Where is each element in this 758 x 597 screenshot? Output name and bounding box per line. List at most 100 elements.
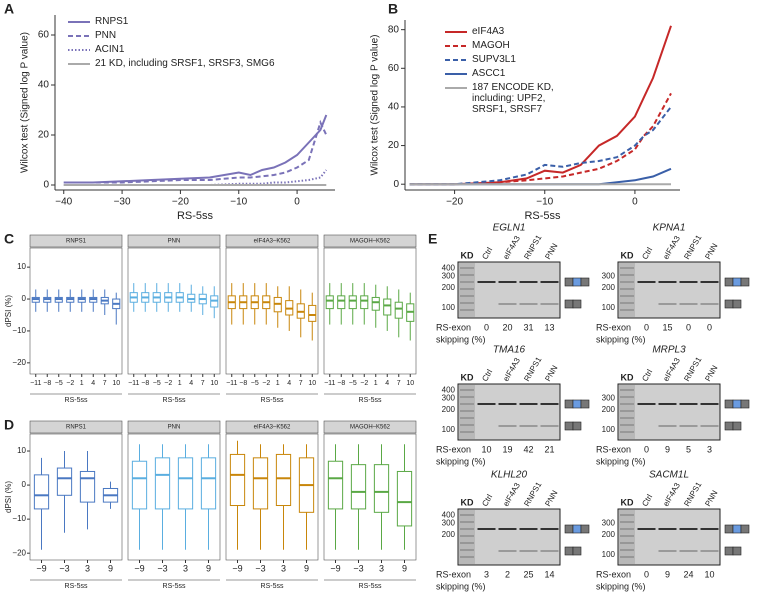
kd-label: KD xyxy=(461,250,474,260)
legend-entry: ACIN1 xyxy=(95,44,124,55)
exon-icon xyxy=(564,524,574,534)
panel-letter: E xyxy=(428,231,437,247)
x-tick-label: −5 xyxy=(153,380,161,387)
x-tick-label: 3 xyxy=(281,563,286,573)
x-tick-label: −5 xyxy=(349,380,357,387)
legend-entry: MAGOH xyxy=(472,40,510,51)
x-tick-label: 7 xyxy=(103,380,107,387)
y-tick-label: 40 xyxy=(388,102,400,113)
ladder-label: 200 xyxy=(442,283,456,292)
x-tick-label: 3 xyxy=(183,563,188,573)
x-axis-label: RS-5ss xyxy=(359,397,382,404)
skipping-value: 31 xyxy=(523,322,533,332)
exon-icon xyxy=(732,546,742,556)
facet-strip xyxy=(127,420,221,434)
exon-icon xyxy=(740,524,750,534)
x-tick-label: −20 xyxy=(446,197,463,208)
x-tick-label: 9 xyxy=(304,563,309,573)
ladder-label: 200 xyxy=(442,530,456,539)
y-axis-label: Wilcox test (Signed log P value) xyxy=(370,35,381,176)
row-label: RS-exon xyxy=(596,444,631,454)
lane-label: RNPS1 xyxy=(682,355,703,383)
facet-strip xyxy=(127,234,221,248)
x-tick-label: −11 xyxy=(30,380,41,387)
x-tick-label: 9 xyxy=(206,563,211,573)
ladder-label: 200 xyxy=(602,405,616,414)
facet-strip xyxy=(225,420,319,434)
row-label: skipping (%) xyxy=(436,581,486,591)
skipping-value: 3 xyxy=(707,444,712,454)
exon-icon xyxy=(724,421,734,431)
legend-label: 21 KD, including SRSF1, SRSF3, SMG6 xyxy=(95,58,275,69)
exon-icon xyxy=(724,299,734,309)
facet-title: eIF4A3–K562 xyxy=(254,239,291,245)
series-line xyxy=(63,114,328,184)
facet-strip xyxy=(29,420,123,434)
x-tick-label: −30 xyxy=(114,197,131,208)
legend-entry: eIF4A3 xyxy=(472,26,504,37)
skipping-value: 10 xyxy=(481,444,491,454)
lane-label: PNN xyxy=(703,489,719,508)
row-label: RS-exon xyxy=(436,444,471,454)
lane-label: PNN xyxy=(543,364,559,383)
legend-label: MAGOH xyxy=(472,40,510,51)
x-tick-label: −2 xyxy=(262,380,270,387)
skipping-value: 10 xyxy=(704,569,714,579)
y-tick-label: 40 xyxy=(38,80,50,91)
ladder-lane xyxy=(459,385,475,439)
x-tick-label: −2 xyxy=(360,380,368,387)
y-axis-label: dPSI (%) xyxy=(4,481,13,513)
legend-label: ASCC1 xyxy=(472,68,506,79)
x-tick-label: −3 xyxy=(59,563,69,573)
x-tick-label: 4 xyxy=(189,380,193,387)
exon-icon xyxy=(740,399,750,409)
kd-label: KD xyxy=(621,250,634,260)
lane-label: PNN xyxy=(543,242,559,261)
box xyxy=(154,457,171,510)
facet-title: MAGOH–K562 xyxy=(350,239,391,245)
exon-icon xyxy=(732,299,742,309)
y-axis-label: dPSI (%) xyxy=(4,295,13,327)
exon-icon xyxy=(564,299,574,309)
lane-label: eIF4A3 xyxy=(661,234,682,261)
ladder-label: 100 xyxy=(602,303,616,312)
x-tick-label: 10 xyxy=(112,380,120,387)
box xyxy=(337,295,346,310)
y-axis-label: Wilcox test (Signed log P value) xyxy=(20,32,31,173)
x-tick-label: 1 xyxy=(374,380,378,387)
facet-title: PNN xyxy=(168,239,181,245)
box xyxy=(350,464,367,510)
x-tick-label: −11 xyxy=(226,380,237,387)
skipping-value: 0 xyxy=(644,322,649,332)
gene-name: MRPL3 xyxy=(652,345,686,356)
y-tick-label: 10 xyxy=(17,446,26,455)
x-tick-label: −5 xyxy=(55,380,63,387)
exon-icon xyxy=(564,399,574,409)
exon-icon xyxy=(724,277,734,287)
x-tick-label: −9 xyxy=(134,563,144,573)
row-label: skipping (%) xyxy=(596,581,646,591)
box xyxy=(360,295,369,310)
x-tick-label: 10 xyxy=(210,380,218,387)
x-tick-label: 1 xyxy=(80,380,84,387)
lane-label: eIF4A3 xyxy=(501,481,522,508)
row-label: RS-exon xyxy=(596,322,631,332)
y-tick-label: 0 xyxy=(43,180,49,191)
lane-label: PNN xyxy=(703,364,719,383)
skipping-value: 21 xyxy=(544,444,554,454)
panel-letter: C xyxy=(4,231,14,247)
ladder-label: 300 xyxy=(442,272,456,281)
ladder-label: 200 xyxy=(602,283,616,292)
x-tick-label: −11 xyxy=(324,380,335,387)
exon-icon xyxy=(572,421,582,431)
x-tick-label: 0 xyxy=(632,197,638,208)
x-tick-label: 7 xyxy=(397,380,401,387)
exon-icon xyxy=(580,277,590,287)
x-tick-label: −3 xyxy=(157,563,167,573)
panel-letter: A xyxy=(4,1,14,17)
facet-strip xyxy=(323,234,417,248)
x-tick-label: −2 xyxy=(66,380,74,387)
y-tick-label: −10 xyxy=(12,326,26,335)
x-axis-label: RS-5ss xyxy=(177,210,214,222)
box xyxy=(252,457,269,510)
